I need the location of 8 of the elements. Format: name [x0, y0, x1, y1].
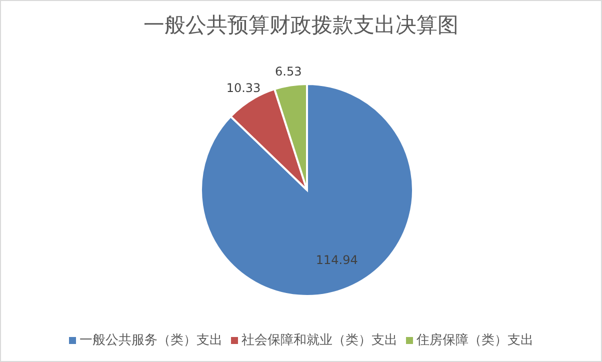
data-label: 10.33 — [226, 81, 261, 96]
legend-label: 社会保障和就业（类）支出 — [242, 332, 398, 349]
data-label: 114.94 — [316, 253, 358, 268]
chart-title: 一般公共预算财政拨款支出决算图 — [142, 12, 460, 39]
pie-slice — [200, 83, 414, 297]
legend-label: 一般公共服务（类）支出 — [80, 332, 222, 349]
data-label: 6.53 — [275, 64, 302, 78]
legend-label: 住房保障（类）支出 — [416, 332, 534, 349]
